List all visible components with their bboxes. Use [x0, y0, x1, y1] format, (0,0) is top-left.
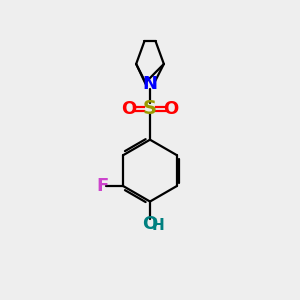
Text: S: S — [143, 99, 157, 118]
Text: O: O — [121, 100, 136, 118]
Text: F: F — [97, 177, 109, 195]
Text: N: N — [142, 75, 158, 93]
Text: O: O — [164, 100, 179, 118]
Text: H: H — [152, 218, 165, 233]
Text: O: O — [142, 214, 158, 232]
